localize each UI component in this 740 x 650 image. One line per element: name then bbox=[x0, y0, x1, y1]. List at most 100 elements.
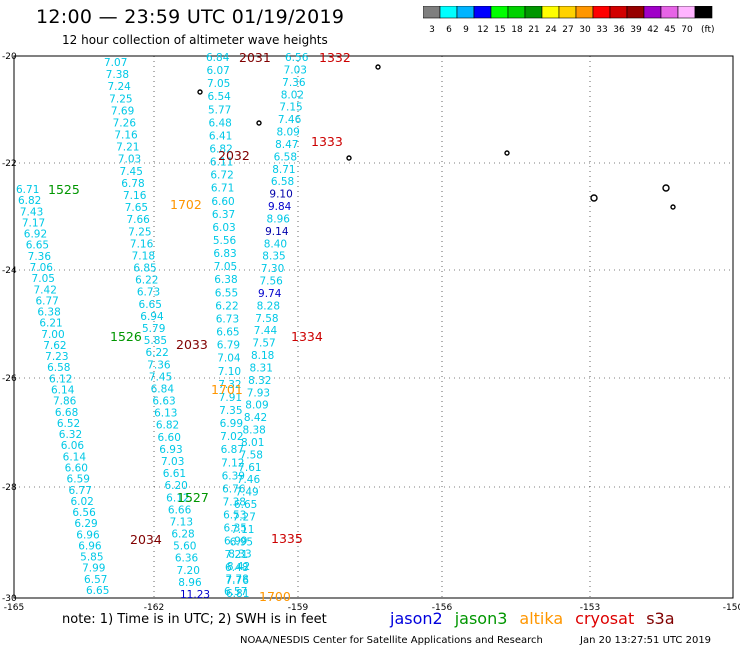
y-tick-label: -30 bbox=[2, 594, 17, 604]
island-outline bbox=[346, 155, 352, 161]
wave-height-value: 6.06 bbox=[61, 440, 85, 452]
wave-height-value: 6.65 bbox=[216, 327, 239, 339]
wave-height-value: 6.22 bbox=[215, 300, 238, 312]
wave-height-value: 6.02 bbox=[70, 496, 93, 508]
colorbar-label: 39 bbox=[630, 25, 642, 35]
wave-height-value: 7.12 bbox=[221, 457, 244, 469]
colorbar-label: 3 bbox=[429, 25, 435, 35]
wave-height-value: 7.91 bbox=[219, 392, 242, 404]
pass-id-label: 1332 bbox=[319, 50, 351, 65]
wave-height-value: 7.20 bbox=[177, 565, 200, 577]
colorbar-label: 18 bbox=[511, 25, 523, 35]
wave-height-value: 6.14 bbox=[51, 385, 75, 397]
wave-height-value: 7.23 bbox=[45, 351, 68, 363]
pass-id-label: 1334 bbox=[291, 329, 323, 344]
wave-height-value: 7.21 bbox=[225, 549, 248, 561]
pass-id-label: 2031 bbox=[239, 50, 271, 65]
wave-height-value: 7.00 bbox=[41, 329, 64, 341]
wave-height-value: 7.49 bbox=[235, 487, 258, 499]
y-tick-label: -22 bbox=[2, 159, 17, 169]
island-outline bbox=[256, 120, 262, 126]
wave-height-value: 7.30 bbox=[261, 263, 284, 275]
wave-height-value: 5.79 bbox=[142, 323, 165, 335]
island-outline bbox=[590, 194, 598, 202]
wave-height-value: 8.35 bbox=[262, 251, 285, 263]
wave-height-value: 6.13 bbox=[154, 408, 177, 420]
pass-id-label: 1333 bbox=[311, 134, 343, 149]
wave-height-value: 6.65 bbox=[86, 585, 109, 597]
credit-footer: NOAA/NESDIS Center for Satellite Applica… bbox=[240, 635, 543, 646]
wave-height-value: 7.78 bbox=[225, 574, 248, 586]
wave-height-value: 6.82 bbox=[18, 195, 41, 207]
wave-height-value: 6.56 bbox=[72, 507, 96, 519]
wave-height-value: 6.65 bbox=[234, 499, 257, 511]
map-title: 12:00 — 23:59 UTC 01/19/2019 bbox=[36, 6, 345, 28]
wave-height-value: 6.60 bbox=[158, 432, 181, 444]
map-frame bbox=[13, 55, 734, 599]
colorbar-label: 42 bbox=[647, 25, 658, 35]
wave-height-value: 6.21 bbox=[39, 318, 62, 330]
wave-height-value: 9.14 bbox=[265, 226, 289, 238]
colorbar-label: 36 bbox=[613, 25, 625, 35]
wave-height-value: 7.15 bbox=[279, 102, 302, 114]
wave-height-value: 5.60 bbox=[173, 541, 196, 553]
wave-height-value: 6.53 bbox=[223, 510, 246, 522]
wave-height-value: 6.77 bbox=[35, 295, 58, 307]
wave-height-value: 6.12 bbox=[166, 492, 189, 504]
wave-height-value: 6.36 bbox=[175, 553, 199, 565]
wave-height-value: 7.36 bbox=[147, 359, 171, 371]
wave-height-value: 7.38 bbox=[223, 496, 246, 508]
wave-height-value: 7.06 bbox=[30, 262, 54, 274]
wave-height-value: 7.61 bbox=[238, 462, 261, 474]
wave-height-value: 6.96 bbox=[78, 540, 102, 552]
wave-height-value: 5.85 bbox=[80, 552, 103, 564]
pass-id-label: 1527 bbox=[177, 490, 209, 505]
wave-height-value: 6.22 bbox=[135, 275, 158, 287]
wave-height-value: 6.54 bbox=[207, 91, 231, 103]
y-tick-label: -26 bbox=[2, 374, 17, 384]
wave-height-value: 6.38 bbox=[37, 307, 60, 319]
wave-height-value: 6.58 bbox=[47, 362, 70, 374]
wave-height-value: 9.84 bbox=[268, 201, 292, 213]
colorbar-label: 70 bbox=[681, 25, 693, 35]
wave-height-value: 7.57 bbox=[252, 338, 275, 350]
wave-height-value: 8.18 bbox=[251, 350, 274, 362]
wave-height-value: 6.65 bbox=[139, 299, 162, 311]
colorbar-label: 33 bbox=[596, 25, 607, 35]
wave-height-value: 6.94 bbox=[140, 311, 164, 323]
x-tick-label: -159 bbox=[288, 603, 309, 613]
wave-height-value: 6.35 bbox=[224, 523, 247, 535]
island-outline bbox=[375, 64, 381, 70]
wave-height-value: 8.09 bbox=[276, 127, 299, 139]
wave-height-value: 7.32 bbox=[218, 379, 241, 391]
pass-id-label: 1700 bbox=[259, 589, 291, 604]
wave-height-value: 6.29 bbox=[74, 518, 97, 530]
wave-height-value: 6.07 bbox=[206, 65, 229, 77]
island-outline bbox=[662, 184, 670, 192]
wave-height-value: 6.61 bbox=[163, 468, 186, 480]
colorbar-label: 21 bbox=[528, 25, 539, 35]
wave-height-value: 6.41 bbox=[209, 130, 232, 142]
pass-id-label: 1525 bbox=[48, 182, 80, 197]
y-tick-label: -24 bbox=[2, 266, 17, 276]
wave-height-value: 8.47 bbox=[275, 139, 298, 151]
wave-height-value: 6.28 bbox=[171, 529, 194, 541]
wave-height-value: 6.20 bbox=[164, 480, 187, 492]
wave-height-value: 8.33 bbox=[228, 549, 251, 561]
wave-height-value: 7.03 bbox=[118, 154, 141, 166]
wave-height-value: 6.14 bbox=[63, 451, 87, 463]
wave-height-value: 6.52 bbox=[57, 418, 80, 430]
wave-height-value: 8.32 bbox=[248, 375, 271, 387]
wave-height-value: 7.58 bbox=[255, 313, 278, 325]
colorbar-label: 12 bbox=[477, 25, 488, 35]
wave-height-value: 7.45 bbox=[120, 166, 143, 178]
wave-height-value: 6.81 bbox=[226, 588, 249, 600]
wave-height-value: 5.85 bbox=[144, 335, 167, 347]
wave-height-value: 8.02 bbox=[281, 89, 304, 101]
wave-height-value: 8.28 bbox=[257, 300, 280, 312]
wave-height-value: 7.36 bbox=[282, 77, 306, 89]
colorbar-label: 27 bbox=[562, 25, 573, 35]
wave-height-value: 7.05 bbox=[214, 261, 237, 273]
generated-timestamp: Jan 20 13:27:51 UTC 2019 bbox=[580, 635, 712, 646]
satellite-legend-s3a: s3a bbox=[646, 609, 675, 628]
